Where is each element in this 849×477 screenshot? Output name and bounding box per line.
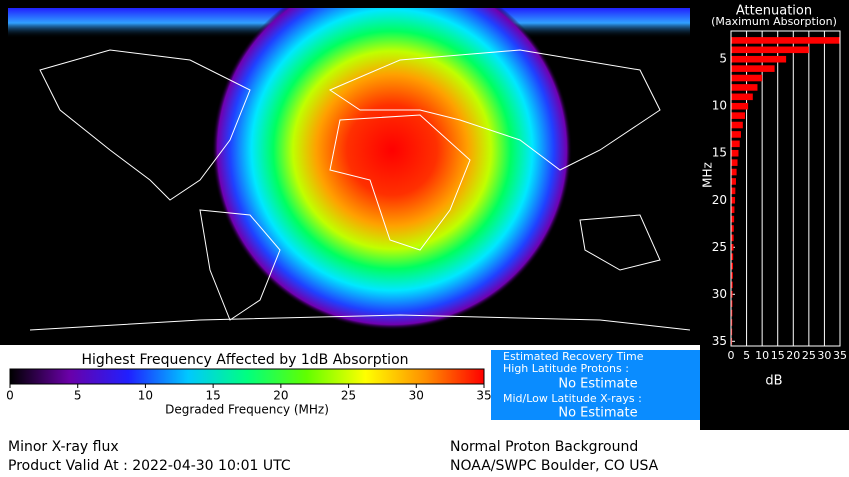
bar: [731, 328, 733, 336]
y-axis-label: MHz: [701, 162, 715, 188]
x-tick-label: 20: [786, 349, 800, 362]
bar: [731, 55, 787, 63]
bar: [731, 319, 733, 326]
bar: [731, 84, 758, 91]
bar: [731, 290, 733, 298]
x-tick-label: 25: [802, 349, 816, 362]
colorbar: [9, 368, 485, 385]
coastlines: [29, 49, 690, 331]
bar: [731, 206, 735, 213]
bar: [731, 196, 736, 204]
bar: [731, 225, 734, 232]
bar: [731, 74, 763, 82]
bar: [731, 102, 749, 110]
colorbar-tick-label: 5: [74, 389, 82, 403]
recovery-label: High Latitude Protons :: [503, 362, 629, 375]
absorption-region: [212, 8, 572, 330]
bar: [731, 243, 734, 251]
bar: [731, 272, 733, 279]
colorbar-tick-label: 35: [476, 389, 491, 403]
colorbar-tick-label: 30: [409, 389, 424, 403]
y-tick-label: 20: [712, 193, 727, 207]
bar: [731, 178, 736, 185]
x-tick-label: 35: [833, 349, 847, 362]
colorbar-tick-label: 10: [138, 389, 153, 403]
bar: [731, 168, 737, 176]
bar: [731, 112, 746, 119]
footer-text: Product Valid At : 2022-04-30 10:01 UTC: [8, 458, 291, 474]
colorbar-label: Degraded Frequency (MHz): [165, 403, 329, 417]
bar: [731, 338, 733, 345]
recovery-value: No Estimate: [558, 406, 637, 421]
bar: [731, 187, 736, 195]
colorbar-tick-label: 0: [6, 389, 14, 403]
colorbar-tick-label: 25: [341, 389, 356, 403]
y-tick-label: 30: [712, 287, 727, 301]
footer-text: NOAA/SWPC Boulder, CO USA: [450, 458, 659, 474]
bar: [731, 121, 743, 129]
chart-title: Attenuation: [736, 4, 812, 19]
bar: [731, 262, 734, 270]
bar: [731, 149, 739, 157]
bar: [731, 253, 734, 260]
x-tick-label: 30: [817, 349, 831, 362]
bar: [731, 93, 753, 101]
bar: [731, 234, 734, 242]
y-tick-label: 5: [719, 52, 727, 66]
bar: [731, 37, 840, 44]
colorbar-tick-label: 20: [273, 389, 288, 403]
x-tick-label: 5: [743, 349, 750, 362]
y-tick-label: 35: [712, 334, 727, 348]
y-tick-label: 15: [712, 146, 727, 160]
bar: [731, 309, 733, 317]
recovery-label: Mid/Low Latitude X-rays :: [503, 392, 642, 405]
plot-frame: [730, 30, 841, 347]
bar: [731, 300, 733, 307]
bar: [731, 46, 809, 54]
x-tick-label: 0: [728, 349, 735, 362]
x-tick-label: 15: [771, 349, 785, 362]
x-axis-label: dB: [765, 374, 782, 389]
footer-text: Minor X-ray flux: [8, 439, 119, 455]
y-tick-label: 10: [712, 99, 727, 113]
bar: [731, 65, 775, 72]
x-tick-label: 10: [755, 349, 769, 362]
colorbar-title: Highest Frequency Affected by 1dB Absorp…: [81, 352, 408, 368]
bar: [731, 215, 735, 223]
y-tick-label: 25: [712, 240, 727, 254]
recovery-value: No Estimate: [558, 377, 637, 392]
bar: [731, 140, 740, 148]
colorbar-tick-label: 15: [206, 389, 221, 403]
recovery-title: Estimated Recovery Time: [503, 350, 644, 363]
bar: [731, 159, 738, 166]
footer-panel: [0, 430, 849, 477]
chart-subtitle: (Maximum Absorption): [711, 15, 837, 28]
map: [8, 8, 690, 331]
recovery-box: [491, 350, 700, 420]
footer-text: Normal Proton Background: [450, 439, 638, 455]
bar: [731, 131, 741, 138]
bar: [731, 281, 733, 289]
